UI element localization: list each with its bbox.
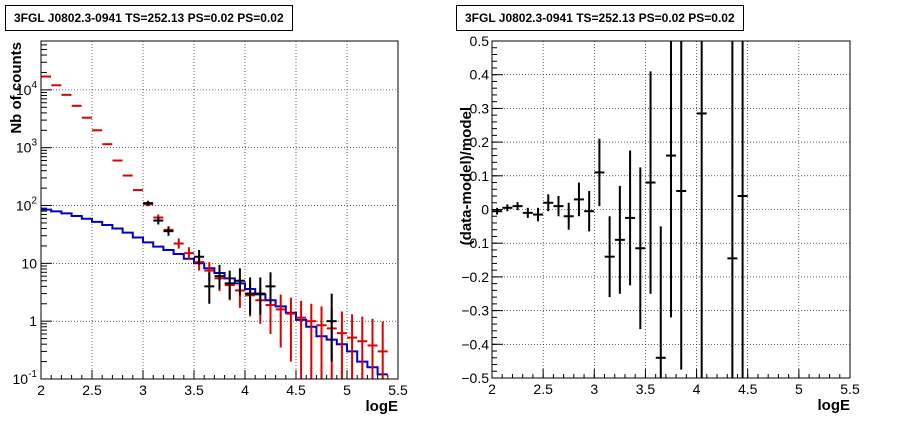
x-tick-label: 2.5 [533, 381, 553, 397]
x-axis-label: logE [818, 397, 851, 414]
x-tick-label: 5 [795, 381, 803, 397]
y-tick-label: 0.5 [470, 33, 490, 49]
x-tick-label: 4.5 [738, 381, 758, 397]
y-tick-label: 102 [16, 196, 38, 214]
y-tick-label: −0.4 [461, 336, 489, 352]
y-tick-label: 1 [29, 313, 37, 329]
model-step-line [41, 208, 388, 376]
y-tick-label: 0.3 [470, 100, 490, 116]
x-tick-label: 3 [139, 382, 147, 398]
y-tick-label: −0.2 [461, 269, 489, 285]
y-tick-label: 10-1 [13, 369, 38, 387]
x-tick-label: 5 [343, 382, 351, 398]
y-tick-label: 103 [16, 138, 38, 156]
counts-panel: 2 2.5 3 3.5 4 4.5 5 5.5 logE 10-1 1 10 102 103 104 Nb o… [5, 5, 408, 415]
x-tick-label: 3 [590, 381, 598, 397]
x-axis-label: logE [366, 398, 399, 415]
y-tick-label: 0.2 [470, 134, 490, 150]
y-tick-label: 0 [481, 202, 489, 218]
y-tick-label: 0.1 [470, 168, 490, 184]
y-axis-label: (data-model)/model [458, 107, 475, 245]
x-tick-label: 2 [37, 382, 45, 398]
y-tick-label: −0.5 [461, 370, 489, 386]
x-tick-label: 2 [488, 381, 496, 397]
x-tick-label: 2.5 [82, 382, 102, 398]
chart-title: 3FGL J0802.3-0941 TS=252.13 PS=0.02 PS=0… [456, 5, 744, 31]
plot-frame [491, 40, 851, 379]
y-axis-label: Nb of counts [8, 42, 25, 134]
x-tick-label: 4.5 [286, 382, 306, 398]
chart-title: 3FGL J0802.3-0941 TS=252.13 PS=0.02 PS=0… [5, 5, 293, 31]
y-tick-label: −0.1 [461, 235, 489, 251]
x-tick-label: 5.5 [840, 381, 860, 397]
x-tick-label: 5.5 [388, 382, 408, 398]
x-tick-label: 4 [241, 382, 249, 398]
x-tick-label: 4 [693, 381, 701, 397]
x-tick-label: 3.5 [184, 382, 204, 398]
y-tick-label: −0.3 [461, 303, 489, 319]
plot-frame [40, 40, 399, 380]
y-tick-label: 0.4 [470, 67, 490, 83]
residuals-panel: 2 2.5 3 3.5 4 4.5 5 5.5 logE −0.5 −0.4 −0.3 −0.2 −0.1… [449, 0, 898, 421]
y-tick-label: 104 [16, 80, 38, 98]
x-tick-label: 3.5 [636, 381, 656, 397]
y-tick-label: 10 [21, 255, 37, 271]
